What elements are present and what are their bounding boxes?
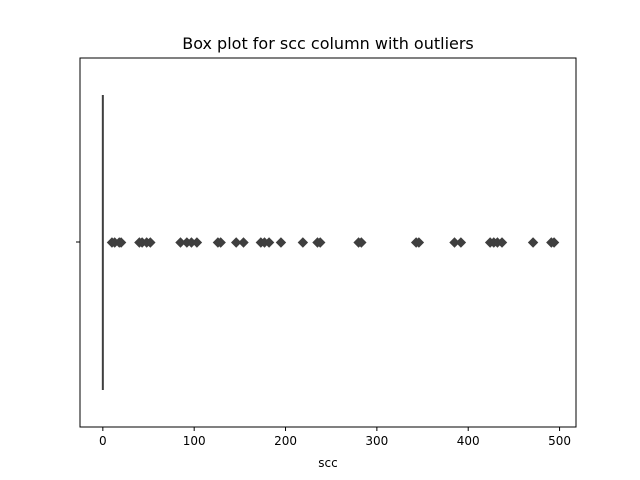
outlier-point: [230, 237, 242, 248]
x-axis-label: scc: [318, 456, 337, 470]
outlier-point: [455, 237, 467, 248]
outlier-point: [297, 237, 309, 248]
outlier-point: [191, 237, 203, 248]
x-tick-label: 500: [548, 434, 571, 448]
plot-area: [101, 95, 560, 390]
x-tick-label: 400: [457, 434, 480, 448]
outlier-point: [315, 237, 326, 248]
outlier-point: [527, 237, 539, 248]
x-tick-label: 200: [274, 434, 297, 448]
x-tick-label: 100: [183, 434, 206, 448]
outlier-point: [145, 237, 156, 248]
outlier-point: [413, 237, 425, 248]
x-tick-label: 300: [365, 434, 388, 448]
outlier-point: [115, 237, 127, 248]
outlier-point: [275, 237, 287, 248]
outlier-point: [496, 237, 508, 248]
outlier-point: [215, 237, 226, 248]
x-tick-label: 0: [99, 434, 107, 448]
chart-title: Box plot for scc column with outliers: [182, 34, 474, 53]
x-axis-ticks: 0 100 200 300 400 500: [99, 427, 571, 448]
outlier-point: [263, 237, 275, 248]
outlier-point: [238, 237, 249, 248]
outlier-point: [548, 237, 560, 248]
outlier-point: [356, 237, 367, 248]
